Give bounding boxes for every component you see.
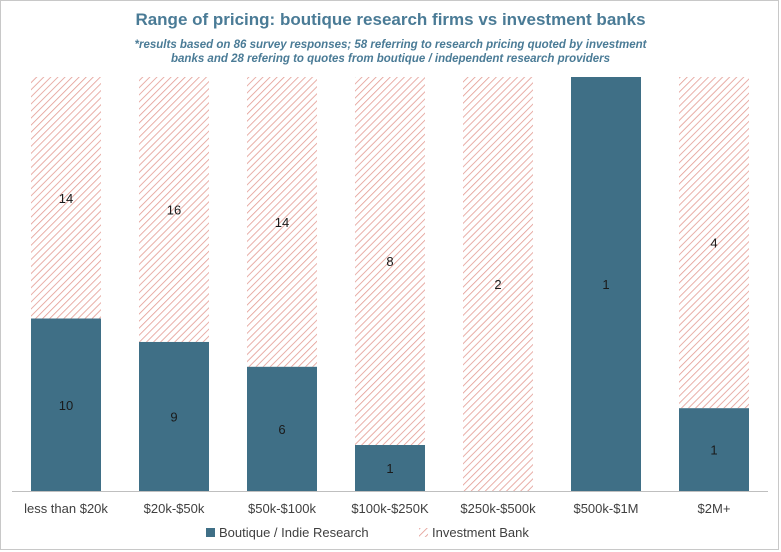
bar-investment-bank — [463, 77, 533, 491]
bar-boutique — [355, 445, 425, 491]
data-label-investment-bank: 4 — [710, 236, 717, 251]
data-label-investment-bank: 14 — [59, 191, 73, 206]
x-tick-label: less than $20k — [24, 501, 108, 516]
subtitle-line-1: *results based on 86 survey responses; 5… — [134, 39, 647, 51]
bar-investment-bank — [355, 77, 425, 445]
subtitle-line-2: banks and 28 refering to quotes from bou… — [171, 53, 610, 65]
chart-title: Range of pricing: boutique research firm… — [135, 10, 646, 29]
data-label-investment-bank: 2 — [494, 277, 501, 292]
chart-subtitle: *results based on 86 survey responses; 5… — [0, 38, 781, 66]
bar-boutique — [139, 341, 209, 491]
x-tick-label: $100k-$250K — [351, 501, 429, 516]
x-tick-label: $20k-$50k — [144, 501, 205, 516]
x-tick-label: $50k-$100k — [248, 501, 316, 516]
x-tick-label: $250k-$500k — [460, 501, 536, 516]
x-tick-label: $500k-$1M — [573, 501, 638, 516]
bar-boutique — [679, 408, 749, 491]
data-label-investment-bank: 8 — [386, 254, 393, 269]
bar-investment-bank — [247, 77, 317, 367]
x-tick-label: $2M+ — [698, 501, 731, 516]
legend-swatch-boutique — [206, 528, 215, 537]
data-label-boutique: 9 — [170, 409, 177, 424]
data-label-boutique: 1 — [602, 277, 609, 292]
bar-investment-bank — [139, 77, 209, 342]
data-label-boutique: 1 — [710, 443, 717, 458]
bar-investment-bank — [679, 77, 749, 409]
data-label-investment-bank: 16 — [167, 202, 181, 217]
legend-label-boutique: Boutique / Indie Research — [219, 525, 369, 540]
bar-boutique — [31, 318, 101, 491]
bar-investment-bank — [31, 77, 101, 319]
data-label-investment-bank: 14 — [275, 215, 289, 230]
legend-label-investment-bank: Investment Bank — [432, 525, 529, 540]
data-label-boutique: 10 — [59, 398, 73, 413]
data-label-boutique: 6 — [278, 422, 285, 437]
legend-swatch-investment-bank — [419, 528, 428, 537]
data-label-boutique: 1 — [386, 461, 393, 476]
bar-boutique — [571, 77, 641, 491]
bar-boutique — [247, 366, 317, 491]
